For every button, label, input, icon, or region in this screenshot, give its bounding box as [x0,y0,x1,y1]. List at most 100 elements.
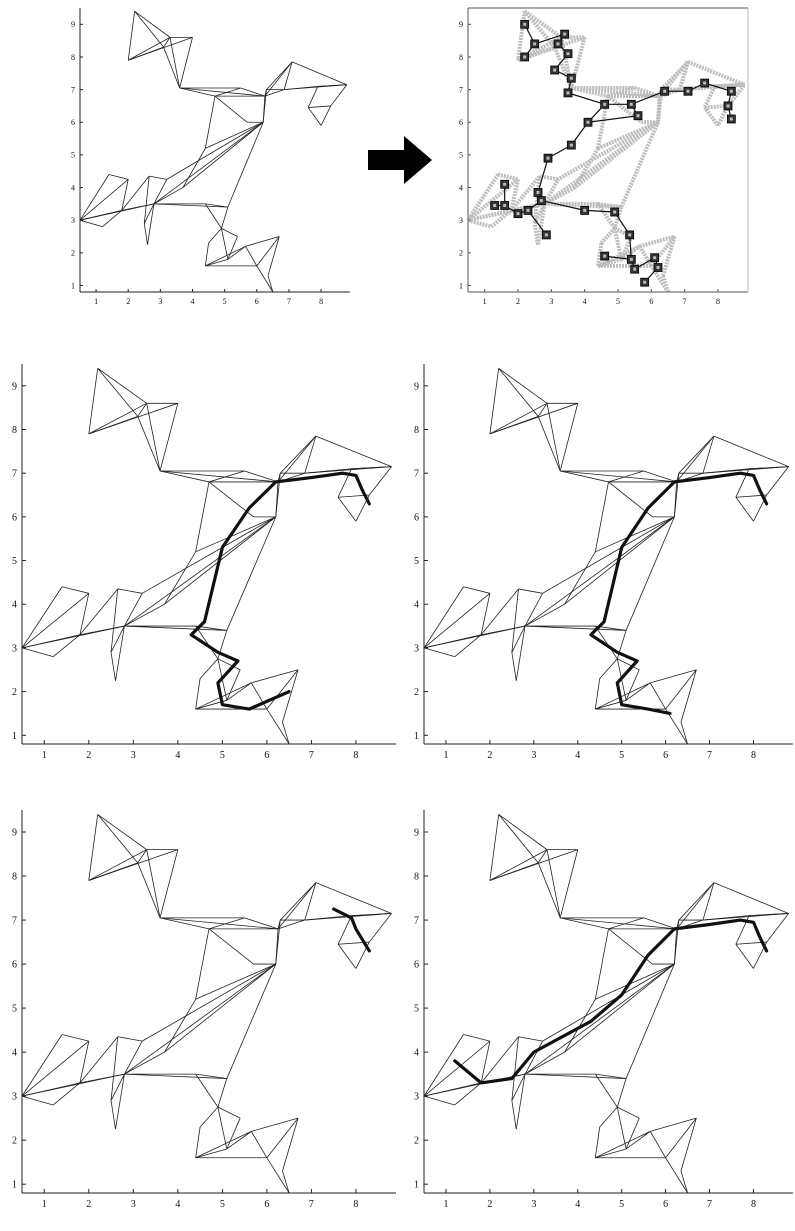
mesh-edge [617,1106,640,1119]
y-tick-label: 1 [414,1180,419,1191]
y-tick-label: 3 [459,216,463,225]
mesh-edge [21,586,63,649]
shaded-edge [599,227,617,245]
y-tick-label: 2 [414,1136,419,1147]
graph-node-center [629,102,633,106]
graph-node-center [563,32,567,36]
x-tick-label: 1 [443,750,448,761]
mesh-edge [221,227,238,237]
mesh-edge [594,678,601,710]
mesh-edge [226,1118,241,1150]
planned-path [589,471,769,715]
graph-edge [604,255,632,260]
mesh-edge [256,265,274,293]
mesh-edge [227,245,246,260]
mesh-edge [275,473,281,517]
mesh-edge [267,275,274,293]
mesh-edge [79,174,110,221]
mesh-edge [52,634,81,657]
mesh-edge [137,862,161,919]
shaded-edge [516,10,527,61]
mesh-edge [489,814,500,881]
graph-node-center [503,203,507,207]
mesh-edge [226,1131,252,1150]
y-tick-label: 4 [12,600,17,611]
panel-path-3: 1 2 3 4 5 6 7 8 1 2 3 4 5 6 7 8 9 [0,798,398,1226]
mesh-edge [179,37,193,89]
mesh-edge [88,814,99,881]
mesh-edge [124,603,165,627]
x-tick-label: 4 [575,1199,580,1210]
graph-node-center [493,203,497,207]
mesh-edge [110,1100,116,1130]
mesh-edge [702,468,750,474]
mesh-edge [142,516,276,594]
mesh-edge [643,470,677,483]
graph-edge [534,33,565,45]
mesh-edge [511,1100,517,1130]
mesh-edge [117,1036,143,1042]
mesh-edge [143,223,148,245]
mesh-edge [594,928,609,1000]
mesh-edge [79,1036,119,1084]
mesh-edge [351,913,392,917]
shaded-edge [517,35,586,63]
mesh-edge [199,658,219,679]
mesh-edge [264,61,293,97]
mesh-edge [608,917,644,930]
mesh-edge [735,496,754,522]
mesh-edge [205,203,228,208]
shaded-edge [656,89,664,123]
mesh-edge [137,416,161,472]
mesh-edge [21,1095,54,1106]
x-tick-label: 1 [42,1199,47,1210]
mesh-edge [88,849,147,881]
graph-node-center [643,280,647,284]
mesh-edge [546,403,561,472]
y-tick-label: 2 [71,249,75,258]
mesh-edge [195,1073,219,1108]
mesh-edge [650,1117,697,1132]
mesh-edge [110,625,125,653]
mesh-edge [279,882,317,921]
graph-plot-top-right: 1 2 3 4 5 6 7 8 1 2 3 4 5 6 7 8 9 [459,7,749,306]
mesh-edge [676,882,715,930]
mesh-edge [423,593,491,649]
mesh-edge [673,473,680,517]
mesh-edge [164,999,196,1053]
mesh-edge [195,516,276,553]
mesh-edge [454,1082,482,1106]
mesh-edge [304,435,317,474]
graph-node-center [556,42,560,46]
x-tick-label: 3 [549,297,553,306]
mesh-edge [195,1073,227,1079]
mesh-edge [625,963,675,1079]
mesh-edge [524,1051,565,1075]
mesh-edges [21,368,392,745]
mesh-edge [205,258,228,267]
mesh-edge [542,963,675,1042]
shaded-edge [557,120,659,182]
mesh-edge [153,179,168,205]
graph-node-center [629,257,633,261]
mesh-edge [308,105,331,108]
x-tick-label: 8 [751,1199,756,1210]
graph-node-center [656,266,660,270]
mesh-edge [480,1041,491,1084]
mesh-edge [595,516,675,553]
y-tick-label: 2 [414,687,419,698]
mesh-edge [182,148,206,188]
y-tick-label: 3 [12,1092,17,1103]
mesh-edge [205,121,264,149]
mesh-edge [88,368,99,434]
panel-path-2: 1 2 3 4 5 6 7 8 1 2 3 4 5 6 7 8 9 [398,352,795,782]
graph-node-center [653,256,657,260]
mesh-edge [52,1082,81,1106]
mesh-edge [79,588,119,636]
mesh-edge [245,236,280,247]
y-tick-label: 7 [12,916,17,927]
graph-node-center [544,233,548,237]
y-tick-label: 9 [459,20,463,29]
mesh-edge [61,1034,89,1042]
x-tick-label: 2 [126,297,130,306]
